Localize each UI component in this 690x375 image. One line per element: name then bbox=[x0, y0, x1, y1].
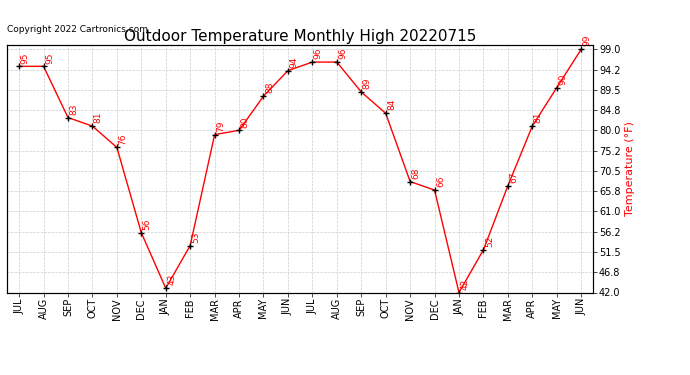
Text: 83: 83 bbox=[70, 103, 79, 115]
Text: 96: 96 bbox=[314, 48, 323, 59]
Text: 76: 76 bbox=[118, 133, 127, 145]
Text: 67: 67 bbox=[509, 171, 518, 183]
Text: 79: 79 bbox=[216, 120, 225, 132]
Text: 80: 80 bbox=[240, 116, 250, 128]
Title: Outdoor Temperature Monthly High 20220715: Outdoor Temperature Monthly High 2022071… bbox=[124, 29, 476, 44]
Text: 81: 81 bbox=[533, 112, 543, 123]
Text: 96: 96 bbox=[338, 48, 347, 59]
Text: 68: 68 bbox=[411, 167, 420, 179]
Text: 43: 43 bbox=[167, 274, 176, 285]
Text: 56: 56 bbox=[143, 219, 152, 230]
Text: 53: 53 bbox=[192, 231, 201, 243]
Text: 52: 52 bbox=[485, 236, 494, 247]
Text: 95: 95 bbox=[45, 52, 54, 63]
Text: 94: 94 bbox=[289, 57, 298, 68]
Text: 84: 84 bbox=[387, 99, 396, 111]
Text: 90: 90 bbox=[558, 74, 567, 85]
Text: Copyright 2022 Cartronics.com: Copyright 2022 Cartronics.com bbox=[7, 25, 148, 34]
Text: 95: 95 bbox=[21, 52, 30, 63]
Text: 88: 88 bbox=[265, 82, 274, 93]
Text: 66: 66 bbox=[436, 176, 445, 187]
Text: 99: 99 bbox=[582, 35, 591, 46]
Text: 89: 89 bbox=[363, 78, 372, 89]
Text: 42: 42 bbox=[460, 279, 469, 290]
Y-axis label: Temperature (°F): Temperature (°F) bbox=[625, 122, 635, 216]
Text: 81: 81 bbox=[94, 112, 103, 123]
